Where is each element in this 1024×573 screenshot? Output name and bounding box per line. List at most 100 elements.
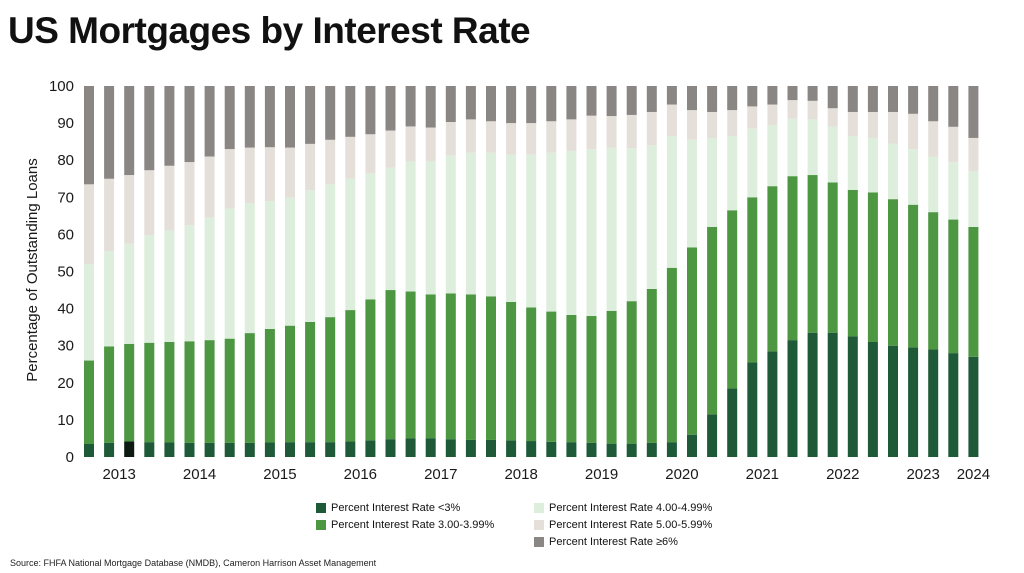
bar-segment	[968, 137, 979, 172]
y-tick-label: 10	[57, 412, 74, 429]
bar-segment	[727, 86, 738, 111]
bar-segment	[184, 86, 195, 163]
bar-segment	[908, 86, 919, 114]
bar-segment	[908, 347, 919, 457]
bar-segment	[425, 86, 436, 128]
bar-segment	[244, 203, 255, 334]
bar-segment	[928, 86, 939, 122]
bar-segment	[506, 440, 517, 457]
bar-segment	[546, 86, 557, 122]
bar-segment	[506, 86, 517, 124]
bar-segment	[626, 301, 637, 444]
bar-segment	[385, 290, 396, 440]
bar-segment	[204, 86, 215, 157]
legend-swatch	[316, 503, 326, 513]
bar-segment	[807, 332, 818, 457]
bar-segment	[224, 208, 235, 339]
bar-segment	[506, 123, 517, 155]
bar-segment	[445, 439, 456, 457]
bar-segment	[445, 155, 456, 294]
bar-segment	[385, 130, 396, 168]
bar-segment	[184, 225, 195, 342]
bar-segment	[707, 86, 718, 112]
bar-segment	[707, 414, 718, 457]
bar-segment	[244, 147, 255, 204]
bar-segment	[405, 86, 416, 127]
bar-segment	[224, 442, 235, 457]
bar-segment	[144, 442, 155, 457]
bar-segment	[84, 264, 94, 361]
bar-segment	[626, 148, 637, 302]
legend-swatch	[534, 537, 544, 547]
legend-item: Percent Interest Rate 5.00-5.99%	[534, 519, 712, 531]
bar-segment	[164, 442, 175, 457]
bar-segment	[606, 443, 617, 457]
bar-segment	[787, 176, 798, 341]
bar-segment	[827, 108, 838, 127]
bar-segment	[184, 442, 195, 457]
legend-item: Percent Interest Rate 4.00-4.99%	[534, 502, 712, 514]
bar-segment	[566, 150, 577, 315]
bar-segment	[807, 175, 818, 333]
bar-segment	[606, 116, 617, 148]
bar-segment	[968, 86, 979, 138]
bar-segment	[224, 86, 235, 150]
bar-segment	[727, 210, 738, 389]
y-tick-label: 100	[49, 78, 74, 95]
bar-segment	[244, 333, 255, 443]
bar-segment	[365, 173, 376, 300]
bar-segment	[928, 156, 939, 213]
x-tick-label: 2021	[746, 466, 779, 483]
bar-segment	[747, 106, 758, 129]
bar-segment	[144, 342, 155, 443]
bar-segment	[204, 156, 215, 218]
bar-segment	[425, 294, 436, 439]
y-axis: 0 10 20 30 40 50 60 70 80 90 100	[49, 78, 74, 466]
bar-segment	[646, 442, 657, 457]
bar-segment	[325, 442, 336, 457]
legend-label: Percent Interest Rate 4.00-4.99%	[549, 502, 713, 514]
bar-segment	[345, 310, 356, 442]
bar-segment	[285, 197, 295, 326]
bar-segment	[666, 86, 677, 105]
bar-segment	[264, 86, 275, 148]
bar-segment	[445, 293, 456, 440]
bar-segment	[928, 349, 939, 457]
bar-segment	[465, 119, 476, 153]
bar-segment	[687, 86, 697, 111]
bar-segment	[445, 121, 456, 156]
bar-segment	[325, 139, 336, 185]
bar-segment	[546, 121, 557, 153]
y-tick-label: 70	[57, 189, 74, 206]
bar-segment	[867, 192, 878, 342]
bar-segment	[345, 441, 356, 457]
legend-label: Percent Interest Rate 5.00-5.99%	[549, 519, 713, 531]
bar-segment	[425, 438, 436, 457]
bar-segment	[204, 340, 215, 443]
bar-segment	[747, 86, 758, 107]
bar-segment	[405, 438, 416, 457]
x-tick-label: 2022	[826, 466, 859, 483]
bar-segment	[506, 301, 517, 441]
bar-segment	[264, 201, 275, 329]
bar-segment	[224, 338, 235, 443]
bar-segment	[84, 360, 94, 445]
bar-segment	[445, 86, 456, 122]
bar-segment	[124, 86, 135, 176]
legend-swatch	[534, 503, 544, 513]
bar-segment	[888, 345, 898, 457]
bar-segment	[164, 341, 175, 443]
bar-segment	[847, 336, 858, 457]
bar-segment	[606, 147, 617, 311]
bar-segment	[124, 343, 135, 442]
legend: Percent Interest Rate <3% Percent Intere…	[316, 502, 776, 552]
x-tick-label: 2023	[906, 466, 939, 483]
bar-segment	[707, 137, 718, 227]
bar-segment	[747, 197, 758, 363]
y-tick-label: 40	[57, 301, 74, 318]
legend-item: Percent Interest Rate 3.00-3.99%	[316, 519, 494, 531]
bar-segment	[666, 104, 677, 137]
bar-segment	[345, 136, 356, 179]
y-tick-label: 60	[57, 226, 74, 243]
